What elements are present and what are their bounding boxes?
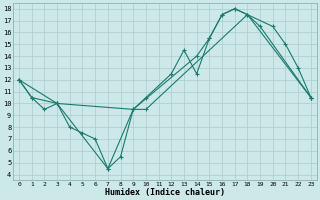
X-axis label: Humidex (Indice chaleur): Humidex (Indice chaleur) [105,188,225,197]
